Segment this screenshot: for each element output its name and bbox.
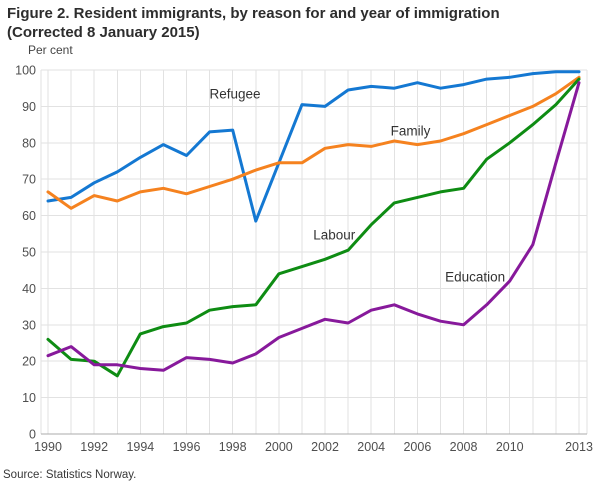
svg-text:1992: 1992 (80, 440, 108, 454)
svg-text:1996: 1996 (173, 440, 201, 454)
svg-text:2004: 2004 (357, 440, 385, 454)
svg-text:1994: 1994 (126, 440, 154, 454)
svg-text:70: 70 (22, 173, 36, 187)
svg-text:50: 50 (22, 246, 36, 260)
series-line-refugee (46, 70, 581, 223)
y-axis-unit-label: Per cent (28, 43, 73, 57)
svg-text:2002: 2002 (311, 440, 339, 454)
svg-text:30: 30 (22, 318, 36, 332)
svg-text:20: 20 (22, 355, 36, 369)
svg-text:10: 10 (22, 391, 36, 405)
series-line-family (46, 75, 581, 210)
series-label-education: Education (445, 270, 505, 285)
y-gridlines (41, 69, 587, 435)
svg-text:90: 90 (22, 100, 36, 114)
svg-text:2010: 2010 (496, 440, 524, 454)
svg-text:100: 100 (15, 64, 36, 78)
chart-title-line2: (Corrected 8 January 2015) (7, 24, 200, 41)
series-line-education (46, 81, 581, 372)
source-note: Source: Statistics Norway. (3, 469, 137, 481)
svg-text:2000: 2000 (265, 440, 293, 454)
svg-text:1998: 1998 (219, 440, 247, 454)
svg-text:1990: 1990 (34, 440, 62, 454)
x-tick-labels: 1990 1992 1994 1996 1998 2000 2002 2004 2006 2008… (34, 440, 593, 454)
series-label-family: Family (391, 124, 431, 139)
svg-text:40: 40 (22, 282, 36, 296)
chart-title-line1: Figure 2. Resident immigrants, by reason… (7, 5, 500, 22)
series-label-labour: Labour (313, 227, 356, 242)
svg-text:0: 0 (29, 428, 36, 442)
svg-text:2008: 2008 (450, 440, 478, 454)
svg-text:2006: 2006 (403, 440, 431, 454)
y-tick-labels: 0 10 20 30 40 50 60 70 80 90 100 (15, 64, 36, 442)
svg-text:2013: 2013 (565, 440, 593, 454)
svg-text:60: 60 (22, 209, 36, 223)
chart-title: Figure 2. Resident immigrants, by reason… (7, 4, 603, 42)
svg-text:80: 80 (22, 136, 36, 150)
series-label-refugee: Refugee (209, 87, 260, 102)
series-line-labour (46, 77, 581, 378)
